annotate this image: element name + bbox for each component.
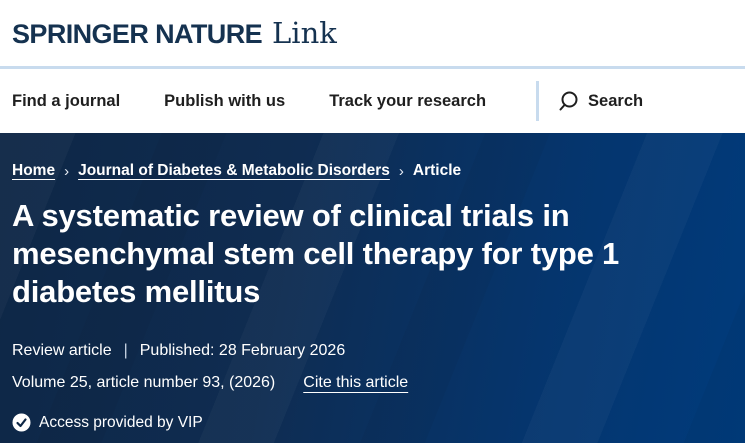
meta-separator: | — [123, 342, 128, 359]
article-title: A systematic review of clinical trials i… — [12, 198, 620, 309]
article-type-label: Review article — [12, 342, 112, 359]
search-icon — [557, 90, 579, 112]
logo-suffix: Link — [272, 16, 337, 50]
article-hero-banner: Home › Journal of Diabetes & Metabolic D… — [0, 133, 745, 443]
breadcrumb-current-article: Article — [412, 162, 462, 179]
breadcrumb-separator-icon: › — [64, 162, 70, 180]
nav-item-publish-with-us[interactable]: Publish with us — [164, 91, 286, 110]
nav-item-find-a-journal[interactable]: Find a journal — [12, 91, 121, 110]
access-check-icon — [12, 413, 31, 432]
published-date: Published: 28 February 2026 — [139, 342, 346, 359]
volume-info: Volume 25, article number 93, (2026) — [12, 374, 276, 391]
search-button-label: Search — [588, 91, 644, 110]
nav-item-track-your-research[interactable]: Track your research — [329, 91, 487, 110]
main-nav: Find a journal Publish with us Track you… — [0, 69, 745, 133]
springer-nature-link-logo[interactable]: Springer Nature Link — [12, 16, 337, 50]
access-provided-text: Access provided by VIP — [39, 413, 203, 431]
breadcrumb-journal-link[interactable]: Journal of Diabetes & Metabolic Disorder… — [78, 162, 390, 179]
search-button[interactable]: Search — [557, 90, 643, 112]
breadcrumb-home-link[interactable]: Home — [12, 162, 56, 179]
header-divider — [0, 66, 745, 69]
breadcrumb: Home › Journal of Diabetes & Metabolic D… — [12, 162, 733, 180]
article-meta-row: Review article | Published: 28 February … — [12, 342, 733, 360]
access-row: Access provided by VIP — [12, 413, 733, 432]
site-header: Springer Nature Link — [0, 0, 745, 66]
logo-wordmark: Springer Nature — [12, 19, 263, 49]
breadcrumb-separator-icon: › — [398, 162, 404, 180]
nav-vertical-divider — [536, 81, 540, 121]
volume-row: Volume 25, article number 93, (2026) Cit… — [12, 374, 733, 392]
cite-this-article-link[interactable]: Cite this article — [303, 374, 409, 391]
